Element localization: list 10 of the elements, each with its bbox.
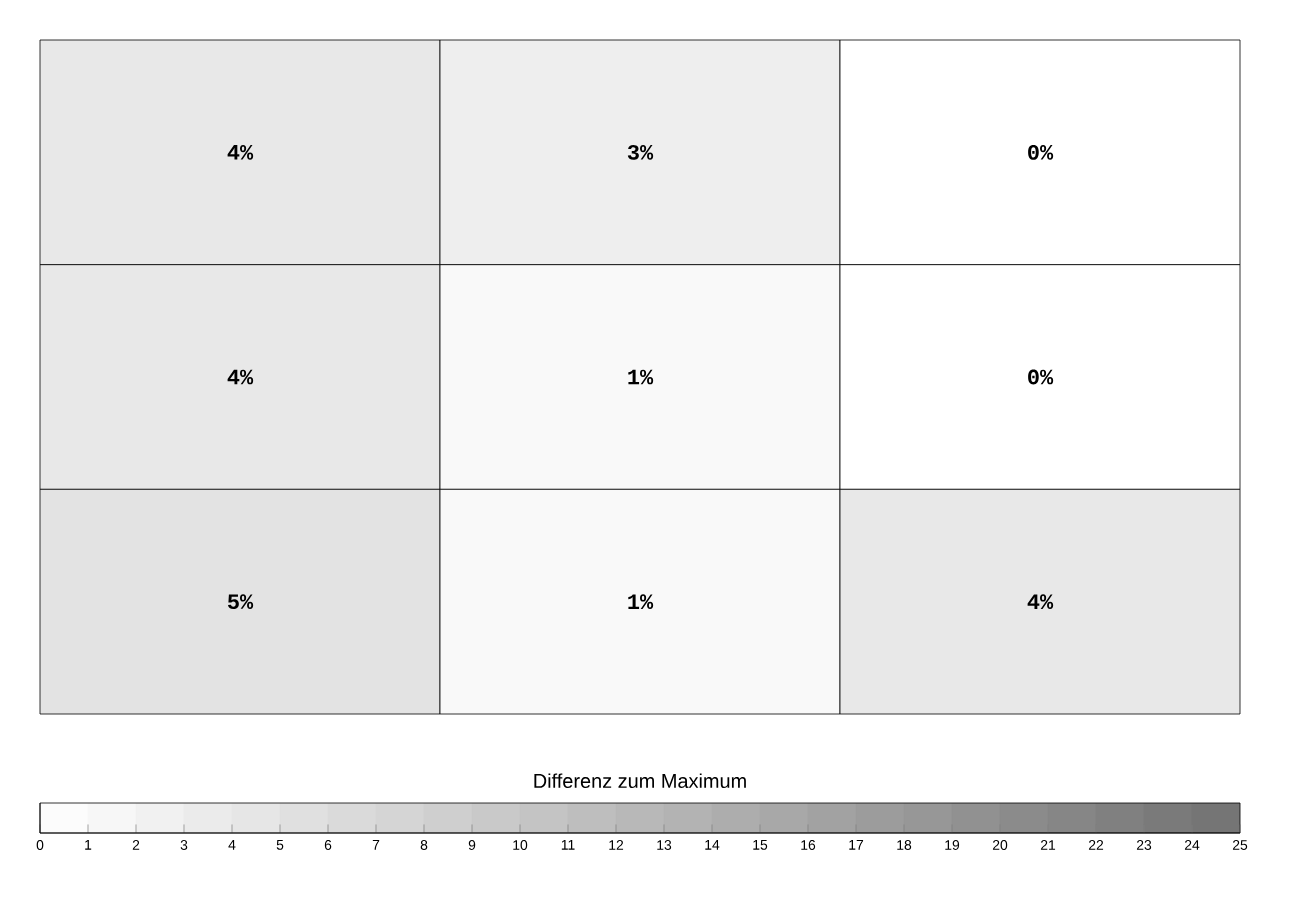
data-label: 1% [628,594,654,610]
data-label: 3% [627,144,654,160]
data-label: 4% [227,369,254,385]
data-label: 0% [1028,144,1054,160]
color-bar-title: Differenz zum Maximum [534,773,746,788]
data-label: 1% [628,369,654,385]
data-label: 5% [227,594,254,610]
data-label: 0% [1028,369,1054,385]
data-label: 4% [1027,594,1054,610]
data-label: 4% [227,145,254,160]
